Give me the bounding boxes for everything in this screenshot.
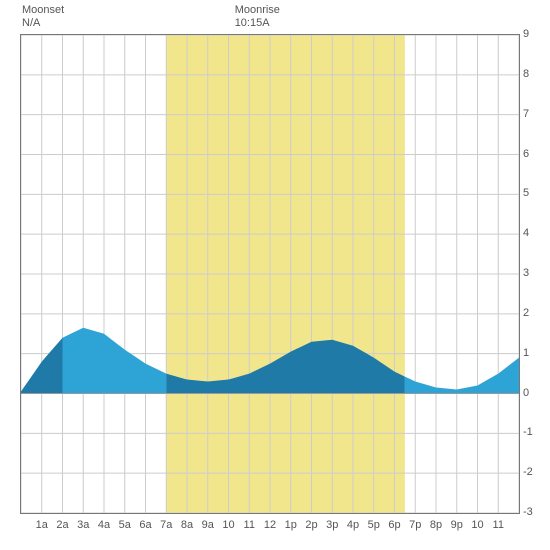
tide-chart-container: Moonset N/A Moonrise 10:15A -3-2-1012345… xyxy=(0,0,550,550)
y-tick-label: -3 xyxy=(523,506,537,518)
x-tick-label: 7p xyxy=(409,519,421,531)
x-tick-label: 1p xyxy=(285,519,297,531)
x-tick-label: 4a xyxy=(98,519,110,531)
x-tick-label: 3a xyxy=(77,519,89,531)
header-labels: Moonset N/A Moonrise 10:15A xyxy=(22,4,528,32)
x-tick-label: 9a xyxy=(202,519,214,531)
y-tick-label: -1 xyxy=(523,426,537,438)
x-tick-label: 1a xyxy=(36,519,48,531)
x-tick-label: 12 xyxy=(264,519,276,531)
tide-svg xyxy=(21,35,519,513)
x-tick-label: 11 xyxy=(493,519,504,531)
x-tick-label: 5a xyxy=(119,519,131,531)
x-tick-label: 8p xyxy=(430,519,442,531)
y-tick-label: 1 xyxy=(523,347,537,359)
x-tick-label: 6a xyxy=(139,519,151,531)
plot-area: -3-2-10123456789 1a2a3a4a5a6a7a8a9a10111… xyxy=(20,34,520,514)
moonrise-value: 10:15A xyxy=(235,17,280,30)
x-tick-label: 8a xyxy=(181,519,193,531)
x-tick-label: 11 xyxy=(244,519,255,531)
x-tick-label: 7a xyxy=(160,519,172,531)
x-tick-label: 9p xyxy=(451,519,463,531)
y-tick-label: 7 xyxy=(523,108,537,120)
moonset-block: Moonset N/A xyxy=(22,4,64,30)
y-tick-label: 9 xyxy=(523,28,537,40)
y-tick-label: 5 xyxy=(523,187,537,199)
y-tick-label: 6 xyxy=(523,148,537,160)
y-tick-label: 4 xyxy=(523,227,537,239)
y-tick-label: 8 xyxy=(523,68,537,80)
x-tick-label: 6p xyxy=(388,519,400,531)
x-tick-label: 5p xyxy=(368,519,380,531)
x-tick-label: 4p xyxy=(347,519,359,531)
y-tick-label: 3 xyxy=(523,267,537,279)
moonrise-block: Moonrise 10:15A xyxy=(235,4,280,30)
moonrise-label: Moonrise xyxy=(235,4,280,17)
x-tick-label: 10 xyxy=(471,519,483,531)
x-tick-label: 2p xyxy=(305,519,317,531)
y-tick-label: 0 xyxy=(523,387,537,399)
moonset-label: Moonset xyxy=(22,4,64,17)
x-tick-label: 3p xyxy=(326,519,338,531)
x-tick-label: 10 xyxy=(222,519,234,531)
x-tick-label: 2a xyxy=(56,519,68,531)
y-tick-label: 2 xyxy=(523,307,537,319)
moonset-value: N/A xyxy=(22,17,64,30)
y-tick-label: -2 xyxy=(523,466,537,478)
